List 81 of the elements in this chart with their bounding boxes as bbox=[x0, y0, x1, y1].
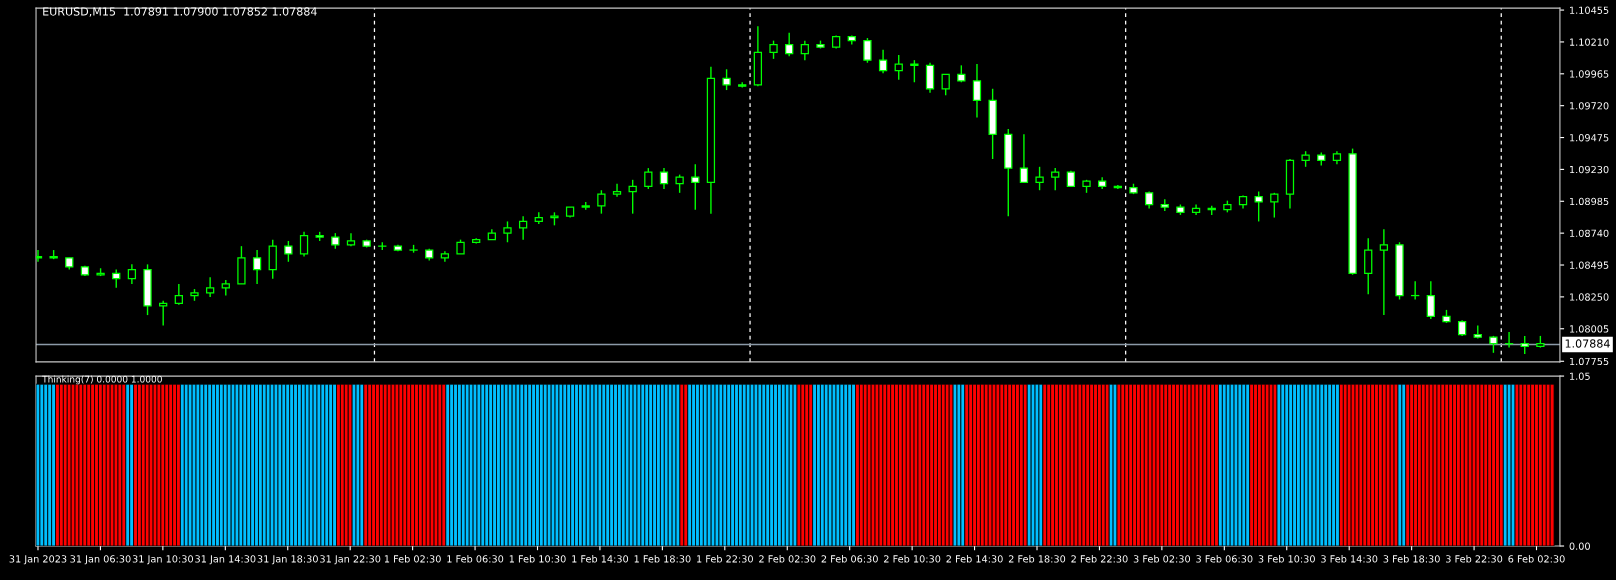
x-tick-label: 3 Feb 18:30 bbox=[1383, 555, 1440, 563]
candlestick bbox=[972, 63, 982, 119]
candlestick bbox=[1051, 167, 1060, 191]
x-tick-label: 1 Feb 22:30 bbox=[697, 555, 753, 563]
chart-title: EURUSD,M15 1.07891 1.07900 1.07852 1.07884 bbox=[43, 7, 317, 17]
candlestick bbox=[1364, 237, 1373, 295]
candlestick bbox=[1254, 190, 1263, 223]
candlestick bbox=[1270, 192, 1279, 219]
x-tick-label: 2 Feb 14:30 bbox=[946, 555, 1003, 563]
x-tick-label: 1 Feb 06:30 bbox=[447, 555, 504, 563]
x-tick-label: 31 Jan 10:30 bbox=[132, 555, 193, 565]
candlestick bbox=[284, 240, 293, 263]
x-tick-label: 31 Jan 06:30 bbox=[70, 555, 131, 565]
candlestick bbox=[1379, 228, 1389, 316]
y-tick-label: 1.08005 bbox=[1570, 325, 1609, 333]
candlestick bbox=[159, 300, 168, 327]
x-tick-label: 3 Feb 06:30 bbox=[1196, 555, 1253, 563]
x-tick-label: 1 Feb 10:30 bbox=[509, 555, 566, 563]
y-tick-label: 1.09475 bbox=[1570, 134, 1609, 142]
x-tick-label: 1 Feb 18:30 bbox=[634, 555, 691, 563]
x-tick-label: 2 Feb 06:30 bbox=[821, 555, 878, 563]
candlestick bbox=[268, 238, 277, 280]
candlestick bbox=[612, 183, 622, 198]
y-tick-label: 1.07755 bbox=[1570, 357, 1609, 366]
candlestick bbox=[800, 39, 809, 61]
candlestick bbox=[1426, 280, 1435, 320]
x-tick-label: 3 Feb 22:30 bbox=[1446, 555, 1503, 563]
x-tick-label: 31 Jan 14:30 bbox=[195, 555, 256, 565]
y-tick-label: 1.08740 bbox=[1570, 229, 1609, 237]
y-tick-label: 1.08985 bbox=[1570, 197, 1609, 206]
candlestick bbox=[941, 73, 950, 96]
candlestick bbox=[675, 173, 684, 194]
ref-line-label: 1.07884 bbox=[1565, 339, 1610, 348]
candlestick bbox=[127, 263, 137, 285]
candlestick bbox=[503, 220, 512, 243]
candlestick bbox=[252, 249, 262, 285]
candlestick bbox=[1019, 133, 1029, 184]
x-tick-label: 6 Feb 02:30 bbox=[1508, 555, 1565, 563]
x-tick-label: 31 Jan 18:30 bbox=[257, 555, 318, 565]
x-tick-label: 3 Feb 02:30 bbox=[1133, 555, 1191, 563]
candlestick bbox=[597, 189, 606, 215]
y-tick-label: 1.08250 bbox=[1570, 293, 1609, 301]
y-tick-label: 1.09720 bbox=[1570, 102, 1609, 110]
candlestick bbox=[863, 37, 872, 64]
candlestick bbox=[925, 62, 935, 94]
candlestick bbox=[769, 39, 778, 60]
x-tick-label: 2 Feb 18:30 bbox=[1008, 555, 1066, 563]
candlestick bbox=[722, 68, 731, 91]
candlestick bbox=[36, 249, 43, 263]
x-tick-label: 2 Feb 22:30 bbox=[1071, 555, 1128, 563]
candlestick bbox=[785, 32, 794, 57]
candlestick bbox=[659, 167, 669, 190]
candlestick bbox=[299, 231, 309, 258]
candlestick bbox=[910, 59, 919, 83]
x-tick-label: 31 Jan 2023 bbox=[9, 555, 67, 565]
y-tick-label: 1.05 bbox=[1570, 372, 1590, 380]
x-tick-label: 31 Jan 22:30 bbox=[320, 555, 381, 565]
candlestick bbox=[644, 167, 653, 190]
y-tick-label: 1.10210 bbox=[1570, 38, 1609, 46]
candlestick bbox=[628, 179, 637, 215]
y-tick-label: 1.08495 bbox=[1570, 261, 1609, 269]
candlestick bbox=[112, 268, 121, 289]
chart-title: Thinking(7) 0.0000 1.0000 bbox=[42, 375, 162, 385]
candlestick bbox=[1520, 335, 1529, 355]
candlestick bbox=[878, 49, 888, 74]
candlestick bbox=[691, 163, 700, 211]
y-tick-label: 1.09965 bbox=[1570, 70, 1609, 78]
y-tick-label: 1.09230 bbox=[1570, 165, 1609, 174]
candlestick bbox=[174, 283, 183, 306]
x-tick-label: 1 Feb 02:30 bbox=[384, 555, 441, 563]
y-tick-label: 0.00 bbox=[1569, 542, 1590, 550]
y-tick-label: 1.10455 bbox=[1570, 6, 1609, 14]
candlestick bbox=[518, 215, 528, 241]
x-tick-label: 2 Feb 10:30 bbox=[884, 555, 941, 563]
candlestick bbox=[1035, 166, 1044, 191]
x-tick-label: 3 Feb 10:30 bbox=[1258, 555, 1315, 563]
candlestick bbox=[894, 54, 903, 81]
x-tick-label: 1 Feb 14:30 bbox=[572, 555, 629, 563]
x-tick-label: 3 Feb 14:30 bbox=[1321, 555, 1378, 563]
candlestick bbox=[205, 276, 215, 298]
x-tick-label: 2 Feb 02:30 bbox=[759, 555, 816, 563]
